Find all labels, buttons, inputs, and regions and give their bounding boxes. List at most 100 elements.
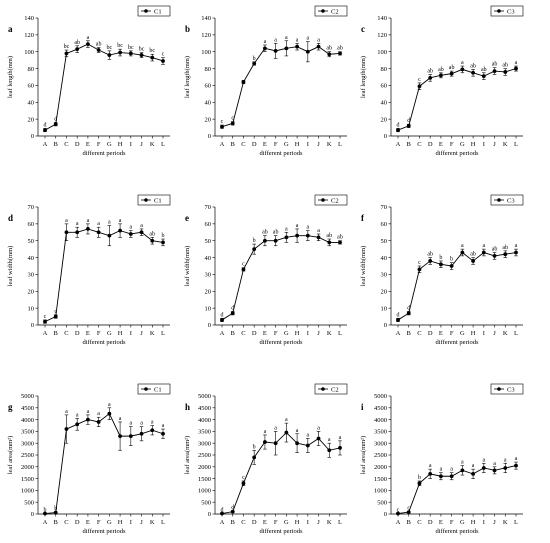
y-tick-label: 3000 [374,440,387,447]
data-point [53,510,58,515]
data-point [471,471,475,476]
x-tick-label: B [54,519,59,526]
y-axis-title: leaf area(mm²) [184,436,191,475]
y-tick-label: 20 [205,288,212,295]
data-point [161,431,165,436]
y-tick-label: 0 [384,133,387,140]
significance-label: a [87,218,90,224]
significance-label: b [439,255,442,261]
significance-label: a [76,221,79,227]
series-line [221,431,341,514]
data-point [128,51,133,56]
significance-label: ab [149,231,155,237]
data-point [75,230,80,235]
legend-box [490,194,524,206]
data-point [417,481,422,486]
significance-label: a [306,432,309,438]
data-point [406,510,411,515]
data-point [139,230,144,235]
panel-label: f [361,213,365,223]
x-tick-label: F [97,519,101,526]
data-point [284,430,289,435]
y-tick-label: 0 [208,133,211,140]
significance-label: c [44,314,47,320]
series-line [44,228,164,323]
x-axis-title: different periods [82,528,125,535]
y-tick-label: 100 [24,49,34,56]
data-point [514,66,518,71]
significance-label: c [418,77,421,83]
chart-panel-h: 0 500 1000 1500 2000 2500 3000 3500 4000 4500 5000… [184,383,348,535]
panel-label: a [8,24,13,34]
y-tick-label: 60 [205,83,212,90]
x-tick-label: J [140,330,143,337]
data-point [53,314,58,319]
data-point [284,235,289,240]
significance-label: a [339,435,342,441]
significance-label: d [44,122,47,128]
x-tick-label: E [263,141,267,148]
x-tick-label: H [118,330,123,337]
x-tick-label: E [86,141,90,148]
x-tick-label: J [493,519,496,526]
data-point [107,233,112,238]
x-tick-label: A [220,519,225,526]
x-tick-label: K [150,141,155,148]
x-tick-label: D [75,330,80,337]
y-tick-label: 1500 [21,476,34,483]
significance-label: ab [481,67,487,73]
chart-panel-i: 0 500 1000 1500 2000 2500 3000 3500 4000 4500 5000… [360,383,524,535]
x-tick-label: A [396,330,401,337]
data-point [241,267,246,272]
significance-label: a [317,37,320,43]
legend-box [314,194,348,206]
data-point [150,238,155,243]
significance-label: a [296,428,299,434]
data-point [284,46,289,51]
legend-label: C2 [331,9,339,16]
significance-label: a [504,457,507,463]
x-tick-label: K [503,519,508,526]
data-point [295,441,299,446]
y-tick-label: 2500 [198,452,211,459]
significance-label: bc [149,48,155,54]
data-point [492,253,497,258]
data-point [263,238,267,243]
data-point [503,252,508,257]
x-tick-label: B [407,519,412,526]
data-point [338,51,342,56]
y-tick-label: 30 [28,272,35,279]
data-point [220,124,224,129]
significance-label: ab [427,68,433,74]
x-tick-label: C [241,330,245,337]
significance-label: ab [492,247,498,253]
significance-label: a [97,221,100,227]
legend-label: C1 [154,198,162,205]
x-tick-label: E [439,141,443,148]
significance-label: a [108,402,111,408]
y-tick-label: 5000 [21,393,34,400]
data-point [316,44,321,49]
data-point [503,466,508,470]
y-tick-label: 3000 [198,440,211,447]
significance-label: c [242,475,245,481]
x-tick-label: H [471,330,476,337]
data-point [481,250,486,255]
significance-label: c [54,309,57,315]
y-tick-label: 40 [205,255,212,262]
legend-marker [144,387,148,391]
significance-label: c [231,116,234,122]
y-axis-title: leaf length(mm) [360,56,367,98]
y-tick-label: 1500 [198,476,211,483]
significance-label: a [151,420,154,426]
x-tick-label: K [327,141,332,148]
legend-marker [497,387,501,391]
x-tick-label: C [417,519,421,526]
significance-label: a [285,417,288,423]
legend-box [490,5,524,17]
significance-label: ab [470,252,476,258]
y-axis-title: leaf width(mm) [7,246,14,287]
significance-label: c [242,262,245,268]
data-point [316,436,321,441]
y-tick-label: 500 [24,499,34,506]
